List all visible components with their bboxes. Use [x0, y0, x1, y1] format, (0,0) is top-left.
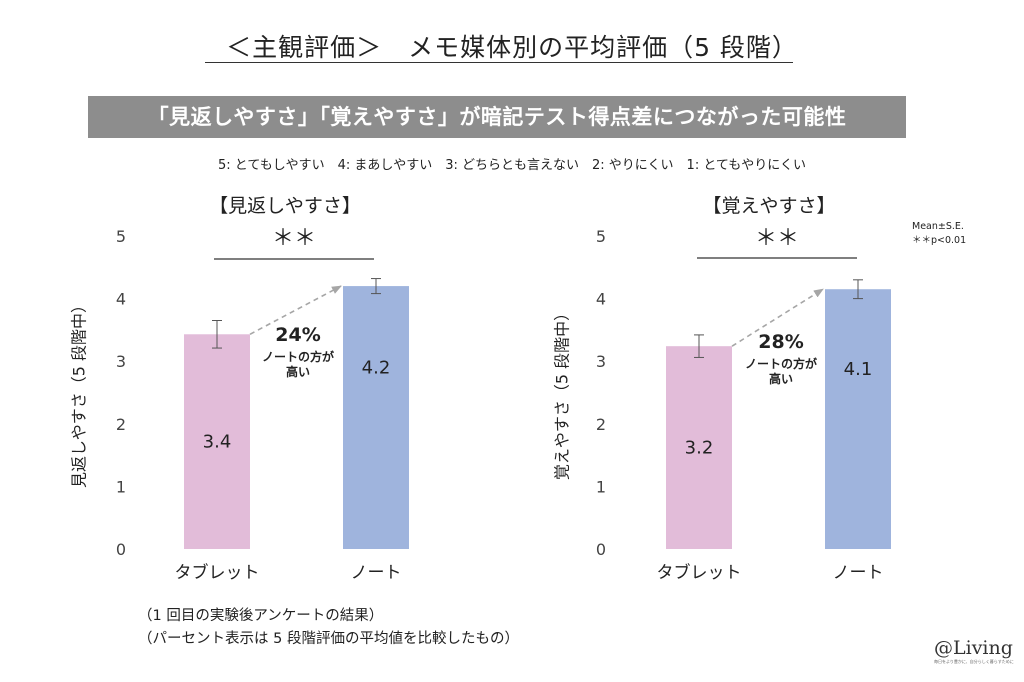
y-axis-label: 見返しやすさ（5 段階中） [70, 297, 89, 488]
y-tick-label: 1 [596, 477, 606, 496]
bar-value-label: 3.2 [685, 438, 714, 459]
mean-se-note: Mean±S.E. [912, 221, 964, 232]
y-tick-label: 3 [596, 352, 606, 371]
headline-banner: 「見返しやすさ」「覚えやすさ」が暗記テスト得点差につながった可能性 [88, 96, 906, 138]
difference-caption: 高い [286, 364, 310, 379]
y-tick-label: 4 [596, 290, 606, 309]
bar-value-label: 4.2 [362, 357, 391, 378]
statistics-note: Mean±S.E. ＊＊p<0.01 [912, 220, 966, 248]
significance-marker: ＊＊ [272, 226, 316, 251]
difference-percent: 24% [275, 324, 320, 346]
footnote-survey: （1 回目の実験後アンケートの結果） [138, 608, 384, 624]
chart-title: 【見返しやすさ】 [209, 195, 361, 217]
bar-tablet [666, 346, 732, 549]
difference-percent: 28% [758, 331, 803, 353]
significance-marker: ＊＊ [755, 226, 799, 251]
y-axis-label: 覚えやすさ（5 段階中） [553, 305, 572, 480]
title-underline [205, 62, 793, 63]
y-tick-label: 1 [116, 477, 126, 496]
x-category-label: ノート [833, 563, 884, 583]
x-category-label: ノート [351, 563, 402, 583]
x-category-label: タブレット [175, 562, 260, 583]
brand-name: @Living [934, 637, 1013, 659]
difference-arrow [249, 285, 342, 335]
y-tick-label: 5 [116, 227, 126, 246]
chart-title: 【覚えやすさ】 [702, 195, 835, 217]
bar-tablet [184, 334, 250, 549]
y-tick-label: 2 [596, 415, 606, 434]
y-tick-label: 3 [116, 352, 126, 371]
brand-tagline: 毎日をより豊かに、自分らしく暮らすために [934, 659, 1014, 664]
brand-logo: @Living 毎日をより豊かに、自分らしく暮らすために [934, 637, 1014, 665]
x-category-label: タブレット [657, 562, 742, 583]
y-tick-label: 4 [116, 290, 126, 309]
y-tick-label: 0 [596, 540, 606, 559]
bar-value-label: 4.1 [844, 359, 873, 380]
footnotes: （1 回目の実験後アンケートの結果） （パーセント表示は 5 段階評価の平均値を… [138, 605, 519, 651]
footnote-percent: （パーセント表示は 5 段階評価の平均値を比較したもの） [138, 631, 519, 647]
significance-note: ＊＊p<0.01 [912, 235, 967, 246]
y-tick-label: 2 [116, 415, 126, 434]
y-tick-label: 0 [116, 540, 126, 559]
difference-caption: 高い [769, 371, 793, 386]
y-tick-label: 5 [596, 227, 606, 246]
rating-scale-legend: 5: とてもしやすい 4: まあしやすい 3: どちらとも言えない 2: やりに… [217, 158, 807, 173]
bar-note [825, 289, 891, 549]
difference-caption: ノートの方が [262, 349, 334, 364]
bar-value-label: 3.4 [203, 432, 232, 453]
bar-note [343, 286, 409, 549]
page-title: ＜主観評価＞ メモ媒体別の平均評価（5 段階） [226, 33, 798, 62]
difference-caption: ノートの方が [745, 356, 817, 371]
